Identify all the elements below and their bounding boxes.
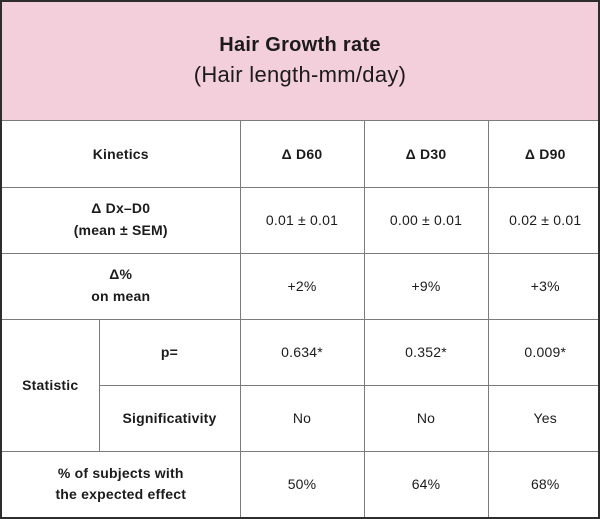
- cell-percent-subjects-d30: 64%: [363, 450, 489, 517]
- cell-significativity-d30: No: [363, 384, 489, 452]
- cell-mean-sem-d30: 0.00 ± 0.01: [363, 186, 489, 254]
- cell-p-value-d30: 0.352*: [363, 318, 489, 386]
- row-label-p-value: p=: [98, 318, 241, 386]
- column-header-delta-d90: Δ D90: [487, 120, 598, 188]
- row-label-significativity: Significativity: [98, 384, 241, 452]
- cell-p-value-d60: 0.634*: [239, 318, 365, 386]
- row-label-percent-on-mean: Δ% on mean: [2, 252, 241, 320]
- cell-significativity-d60: No: [239, 384, 365, 452]
- cell-percent-on-mean-d60: +2%: [239, 252, 365, 320]
- cell-percent-subjects-d60: 50%: [239, 450, 365, 517]
- cell-percent-on-mean-d90: +3%: [487, 252, 598, 320]
- column-header-kinetics: Kinetics: [2, 120, 241, 188]
- cell-p-value-d90: 0.009*: [487, 318, 598, 386]
- cell-mean-sem-d60: 0.01 ± 0.01: [239, 186, 365, 254]
- table-row-header: Kinetics Δ D60 Δ D30 Δ D90: [2, 120, 598, 188]
- table-row-p-value: Statistic p= 0.634* 0.352* 0.009*: [2, 318, 598, 452]
- row-label-statistic: Statistic: [2, 318, 100, 452]
- table-row-percent-on-mean: Δ% on mean +2% +9% +3%: [2, 252, 598, 320]
- row-label-mean-sem: Δ Dx–D0 (mean ± SEM): [2, 186, 241, 254]
- table-row-significativity: Significativity No No Yes: [2, 384, 598, 452]
- table-subtitle: (Hair length-mm/day): [193, 62, 407, 87]
- row-label-percent-subjects: % of subjects with the expected effect: [2, 450, 241, 517]
- cell-significativity-d90: Yes: [487, 384, 598, 452]
- column-header-delta-d60: Δ D60: [239, 120, 365, 188]
- table-row-percent-subjects: % of subjects with the expected effect 5…: [2, 450, 598, 517]
- cell-mean-sem-d90: 0.02 ± 0.01: [487, 186, 598, 254]
- table-title: Hair Growth rate: [219, 34, 381, 56]
- cell-percent-subjects-d90: 68%: [487, 450, 598, 517]
- table-title-banner: Hair Growth rate (Hair length-mm/day): [2, 2, 598, 121]
- kinetics-table: Kinetics Δ D60 Δ D30 Δ D90 Δ Dx–D0 (mean…: [2, 120, 598, 517]
- table-row-mean-sem: Δ Dx–D0 (mean ± SEM) 0.01 ± 0.01 0.00 ± …: [2, 186, 598, 254]
- cell-percent-on-mean-d30: +9%: [363, 252, 489, 320]
- column-header-delta-d30: Δ D30: [363, 120, 489, 188]
